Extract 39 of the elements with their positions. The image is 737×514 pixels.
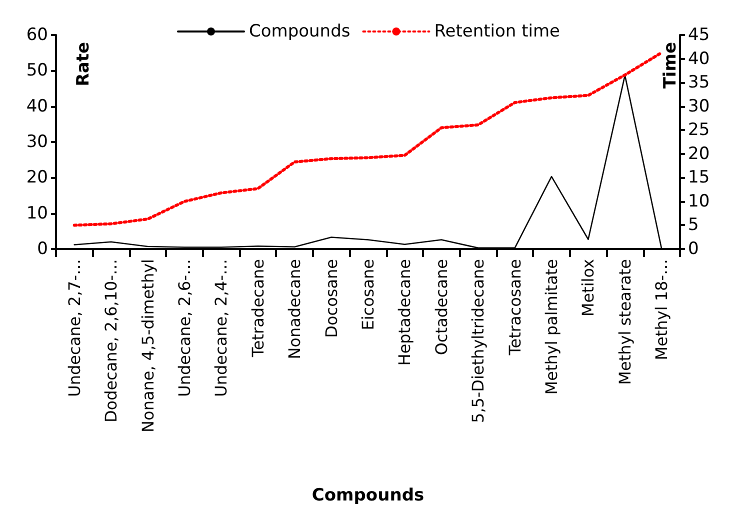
y-tick-label: 50 <box>26 60 48 81</box>
x-tick-label: Metilox <box>578 259 598 317</box>
legend-label: Compounds <box>249 22 350 42</box>
x-tick-label: Methyl stearate <box>615 259 634 385</box>
x-tick-label: Dodecane, 2,6,10-… <box>102 259 121 423</box>
y-axis-title: Rate <box>74 42 94 86</box>
x-tick-label: Heptadecane <box>395 259 414 366</box>
x-tick-label: Octadecane <box>432 259 451 356</box>
y2-axis-title: Time <box>660 42 680 89</box>
y2-tick-label: 35 <box>688 72 710 93</box>
x-tick-label: Undecane, 2,7-… <box>64 259 84 397</box>
x-tick-label: Nonadecane <box>285 259 304 360</box>
x-tick-label: Nonane, 4,5-dimethyl <box>138 259 158 432</box>
x-tick-label: Docosane <box>322 259 341 338</box>
y-tick-label: 0 <box>37 239 48 259</box>
y2-tick-label: 15 <box>688 168 710 188</box>
y-tick-label: 40 <box>26 96 48 116</box>
y2-tick-label: 30 <box>688 96 710 116</box>
y2-tick-label: 40 <box>688 48 710 69</box>
x-axis-title: Compounds <box>312 486 424 506</box>
x-tick-label: Methyl 18-… <box>652 259 672 360</box>
y2-tick-label: 45 <box>688 25 710 45</box>
y2-tick-label: 25 <box>688 120 710 140</box>
y2-tick-label: 5 <box>688 215 699 236</box>
x-tick-label: 5,5-Diethyltridecane <box>468 259 488 424</box>
y-tick-label: 20 <box>26 168 48 188</box>
x-tick-label: Tetracosane <box>505 259 524 356</box>
y-tick-label: 10 <box>26 203 48 224</box>
legend-label: Retention time <box>434 22 560 42</box>
x-tick-label: Tetradecane <box>248 259 268 358</box>
y2-tick-label: 10 <box>688 191 710 212</box>
x-tick-label: Methyl palmitate <box>542 259 562 395</box>
y-tick-label: 30 <box>26 132 48 152</box>
y-tick-label: 60 <box>26 25 48 45</box>
x-tick-label: Eicosane <box>358 259 378 330</box>
y2-tick-label: 0 <box>688 239 699 259</box>
x-tick-label: Undecane, 2,6-… <box>174 259 194 397</box>
y2-tick-label: 20 <box>688 144 710 164</box>
x-tick-label: Undecane, 2,4-… <box>212 259 231 397</box>
